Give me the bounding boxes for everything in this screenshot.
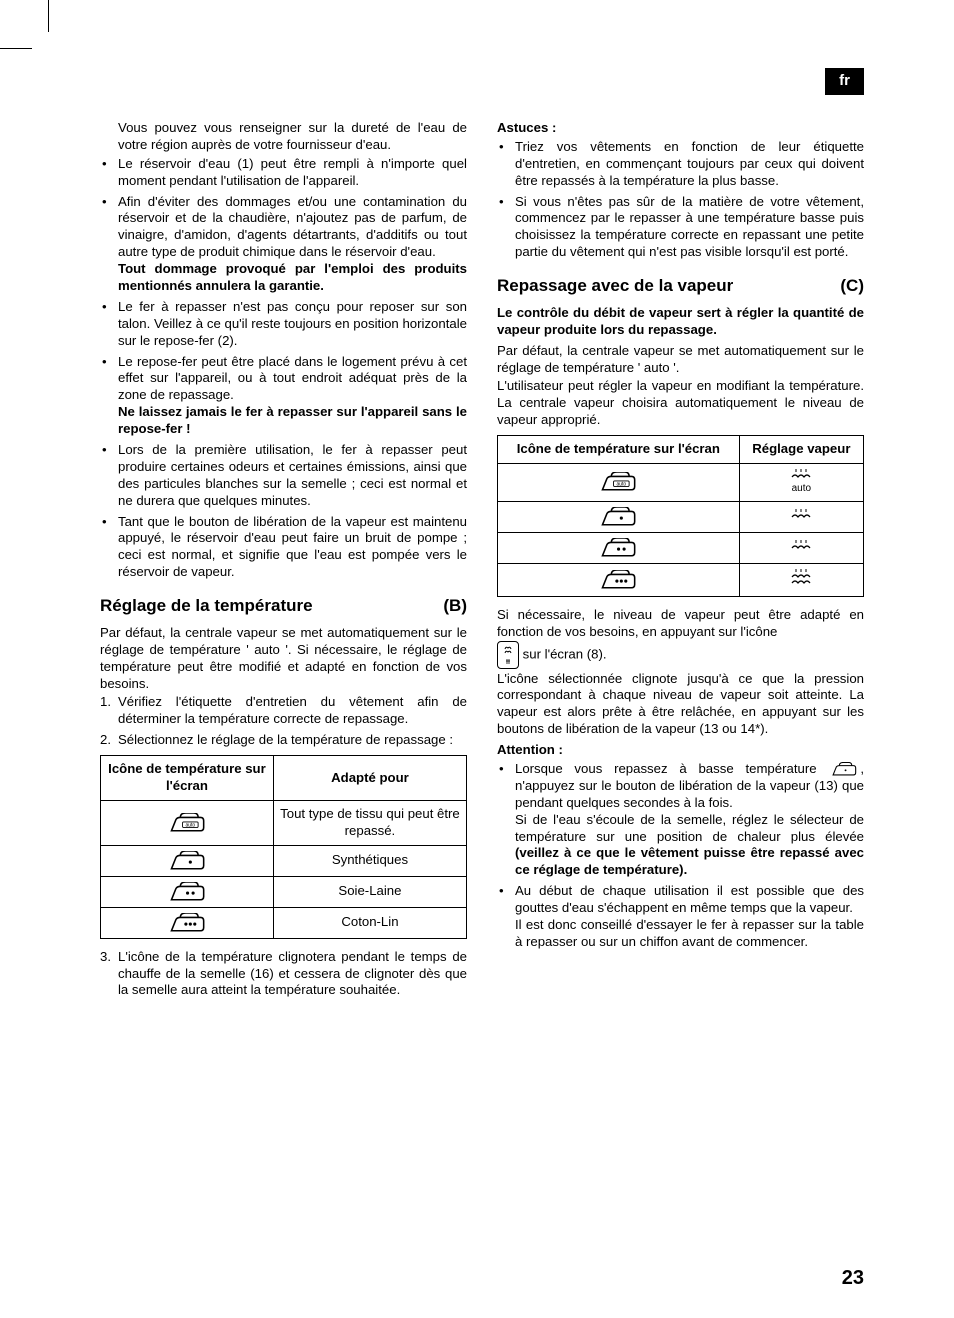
content-columns: Vous pouvez vous renseigner sur la duret…: [100, 120, 864, 1220]
table-row: auto auto: [498, 464, 864, 502]
section-c-heading: Repassage avec de la vapeur (C): [497, 275, 864, 297]
att-sub-text: Si de l'eau s'écoule de la semelle, régl…: [515, 812, 864, 844]
list-item: Le fer à repasser n'est pas conçu pour r…: [100, 299, 467, 350]
crop-mark: [48, 0, 49, 32]
bullet-text: Tant que le bouton de libération de la v…: [118, 514, 467, 582]
iron-icon: auto: [101, 800, 274, 845]
svg-text:auto: auto: [185, 822, 195, 828]
table-row: auto Tout type de tissu qui peut être re…: [101, 800, 467, 845]
attention-text: Lorsque vous repassez à basse températur…: [515, 761, 864, 812]
table-cell: Synthétiques: [273, 845, 466, 876]
table-row: [498, 563, 864, 596]
bullet-text: Le fer à repasser n'est pas conçu pour r…: [118, 299, 467, 350]
crop-mark: [0, 48, 32, 49]
iron-icon: [498, 563, 740, 596]
tips-list: Triez vos vêtements en fonction de leur …: [497, 139, 864, 261]
iron-icon: auto: [498, 464, 740, 502]
bullet-text: Le repose-fer peut être placé dans le lo…: [118, 354, 467, 405]
section-c-p3: Si nécessaire, le niveau de vapeur peut …: [497, 607, 864, 669]
list-item: Lorsque vous repassez à basse températur…: [497, 761, 864, 879]
p3-text-b: sur l'écran (8).: [523, 646, 607, 661]
att-text-a: Lorsque vous repassez à basse températur…: [515, 761, 828, 776]
step-text: Vérifiez l'étiquette d'entretien du vête…: [118, 694, 467, 726]
tip-text: Si vous n'êtes pas sûr de la matière de …: [515, 194, 864, 262]
steam-select-icon: [497, 641, 519, 669]
table-cell: Coton-Lin: [273, 907, 466, 938]
step-text: L'icône de la température clignotera pen…: [118, 949, 467, 998]
list-item: Lors de la première utilisation, le fer …: [100, 442, 467, 510]
step-item: Vérifiez l'étiquette d'entretien du vête…: [100, 694, 467, 728]
table-cell: Soie-Laine: [273, 876, 466, 907]
table-row: Synthétiques: [101, 845, 467, 876]
tips-heading: Astuces :: [497, 120, 864, 137]
section-c-p4: L'icône sélectionnée clignote jusqu'à ce…: [497, 671, 864, 739]
steam-icon: [739, 501, 863, 532]
section-c-lead: Le contrôle du débit de vapeur sert à ré…: [497, 305, 864, 339]
iron-icon: [498, 501, 740, 532]
iron-icon: [101, 907, 274, 938]
table-row: [498, 501, 864, 532]
step-text: Sélectionnez le réglage de la températur…: [118, 732, 453, 747]
section-c-p2: L'utilisateur peut régler la vapeur en m…: [497, 378, 864, 429]
table-cell: Tout type de tissu qui peut être repassé…: [273, 800, 466, 845]
section-letter: (B): [443, 595, 467, 617]
steam-icon: [739, 532, 863, 563]
page-number: 23: [842, 1266, 864, 1292]
table-row: Soie-Laine: [101, 876, 467, 907]
attention-heading: Attention :: [497, 742, 864, 759]
list-item: Le réservoir d'eau (1) peut être rempli …: [100, 156, 467, 190]
steam-icon: [739, 563, 863, 596]
steam-icon: auto: [739, 464, 863, 502]
section-c-p1: Par défaut, la centrale vapeur se met au…: [497, 343, 864, 377]
list-item: Au début de chaque utilisation il est po…: [497, 883, 864, 951]
table-header: Réglage vapeur: [739, 436, 863, 464]
list-item: Afin d'éviter des dommages et/ou une con…: [100, 194, 467, 295]
section-letter: (C): [840, 275, 864, 297]
iron-icon: [498, 532, 740, 563]
svg-text:auto: auto: [617, 482, 627, 488]
step-item: L'icône de la température clignotera pen…: [100, 949, 467, 1000]
section-title: Repassage avec de la vapeur: [497, 275, 733, 297]
bullet-warning: Ne laissez jamais le fer à repasser sur …: [118, 404, 467, 438]
language-tab: fr: [825, 68, 864, 95]
section-b-steps-cont: L'icône de la température clignotera pen…: [100, 949, 467, 1000]
intro-bullet-list: Le réservoir d'eau (1) peut être rempli …: [100, 156, 467, 581]
table-header: Adapté pour: [273, 756, 466, 801]
list-item: Le repose-fer peut être placé dans le lo…: [100, 354, 467, 438]
bullet-text: Lors de la première utilisation, le fer …: [118, 442, 467, 510]
bullet-text: Afin d'éviter des dommages et/ou une con…: [118, 194, 467, 262]
bullet-warning: Tout dommage provoqué par l'emploi des p…: [118, 261, 467, 295]
list-item: Si vous n'êtes pas sûr de la matière de …: [497, 194, 864, 262]
bullet-text: Le réservoir d'eau (1) peut être rempli …: [118, 156, 467, 190]
section-b-steps: Vérifiez l'étiquette d'entretien du vête…: [100, 694, 467, 749]
tip-text: Triez vos vêtements en fonction de leur …: [515, 139, 864, 190]
iron-icon: [101, 876, 274, 907]
iron-icon: [830, 762, 858, 777]
table-header: Icône de température sur l'écran: [101, 756, 274, 801]
p3-text-a: Si nécessaire, le niveau de vapeur peut …: [497, 607, 864, 639]
section-b-heading: Réglage de la température (B): [100, 595, 467, 617]
attention-sub: Si de l'eau s'écoule de la semelle, régl…: [515, 812, 864, 880]
temperature-table: Icône de température sur l'écran Adapté …: [100, 755, 467, 939]
attention-list: Lorsque vous repassez à basse températur…: [497, 761, 864, 951]
table-row: Coton-Lin: [101, 907, 467, 938]
iron-icon: [101, 845, 274, 876]
list-item: Tant que le bouton de libération de la v…: [100, 514, 467, 582]
section-title: Réglage de la température: [100, 595, 313, 617]
section-b-intro: Par défaut, la centrale vapeur se met au…: [100, 625, 467, 693]
list-item: Triez vos vêtements en fonction de leur …: [497, 139, 864, 190]
att-sub-bold: (veillez à ce que le vêtement puisse êtr…: [515, 845, 864, 877]
intro-text: Vous pouvez vous renseigner sur la duret…: [118, 120, 467, 154]
step-item: Sélectionnez le réglage de la températur…: [100, 732, 467, 749]
attention-text: Au début de chaque utilisation il est po…: [515, 883, 864, 917]
page-root: fr Vous pouvez vous renseigner sur la du…: [0, 0, 954, 1318]
attention-sub: Il est donc conseillé d'essayer le fer à…: [515, 917, 864, 951]
table-header: Icône de température sur l'écran: [498, 436, 740, 464]
steam-table: Icône de température sur l'écran Réglage…: [497, 435, 864, 597]
table-row: [498, 532, 864, 563]
